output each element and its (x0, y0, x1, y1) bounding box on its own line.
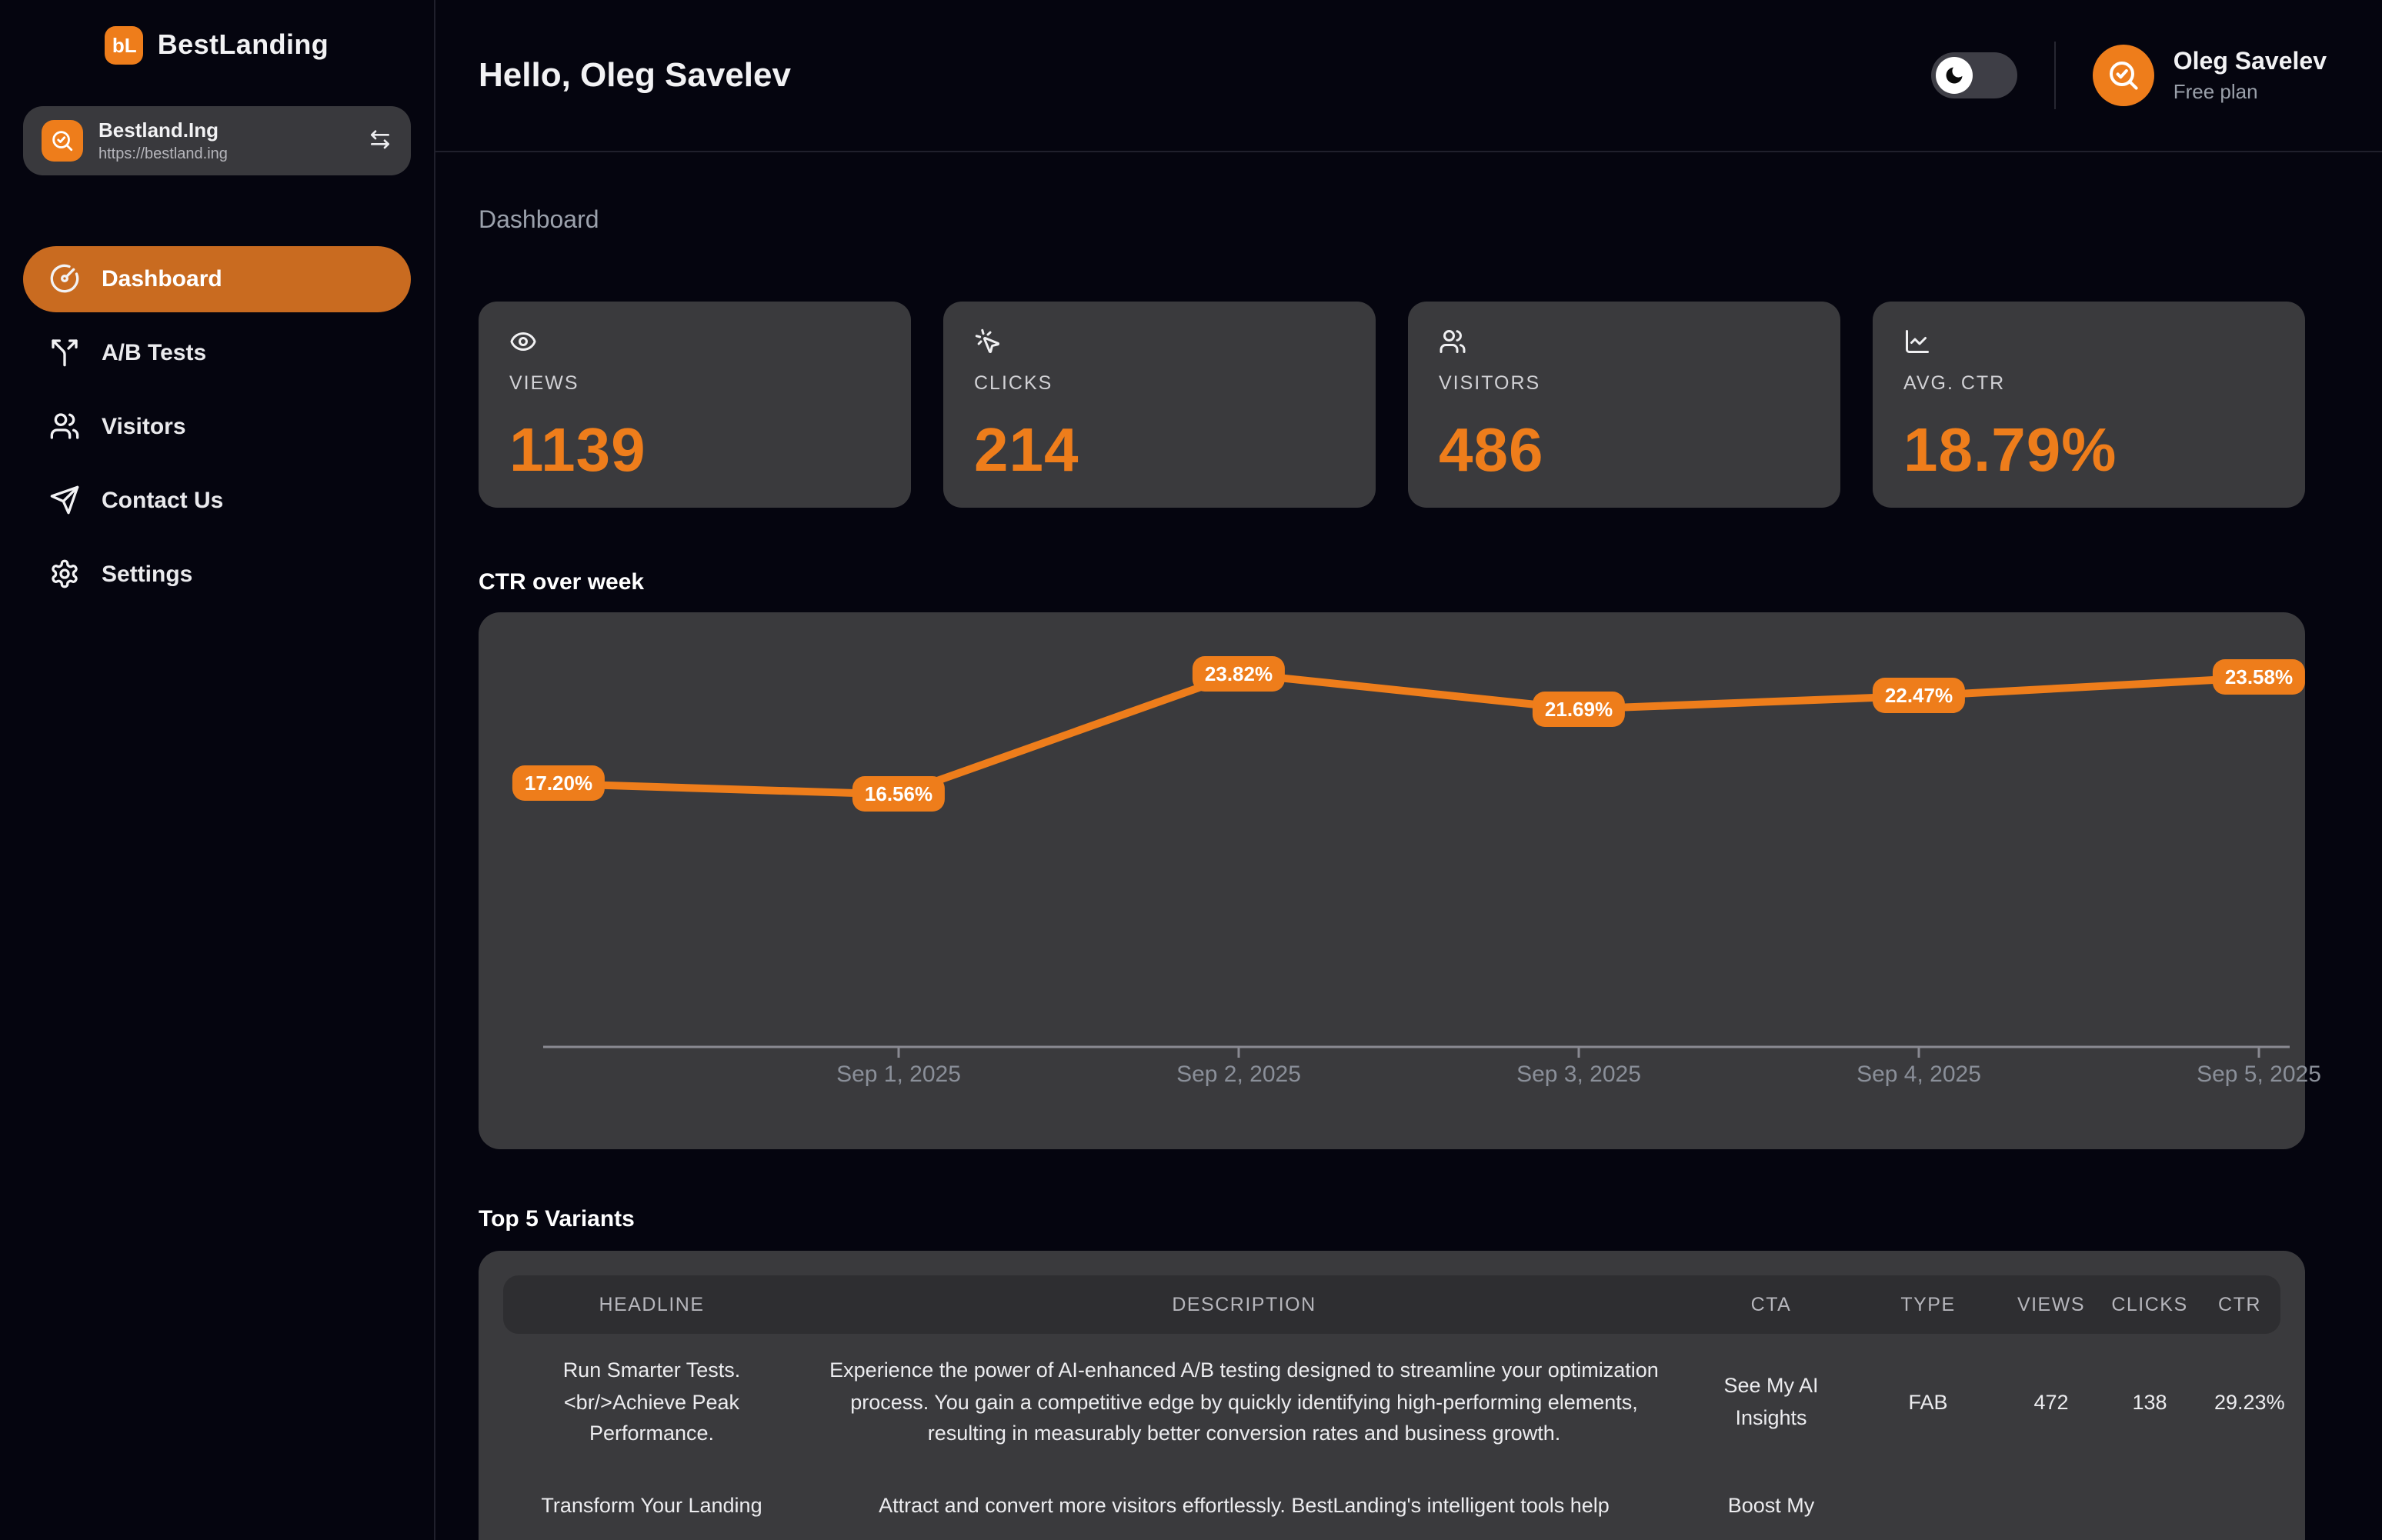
chart-x-tick-label: Sep 4, 2025 (1857, 1062, 1981, 1088)
dark-mode-toggle[interactable] (1931, 52, 2018, 98)
sidebar-item-a-b-tests[interactable]: A/B Tests (23, 319, 411, 385)
column-header-ctr: CTR (2218, 1294, 2261, 1315)
content: Dashboard VIEWS 1139 CLICKS 214 VISITORS 486 A… (435, 152, 2382, 1540)
user-avatar[interactable] (2093, 45, 2155, 106)
cell-headline: Transform Your Landing (541, 1493, 762, 1517)
chart-point-label: 17.20% (512, 765, 606, 802)
cell-ctr: 29.23% (2214, 1390, 2285, 1414)
cell-description: Experience the power of AI-enhanced A/B … (829, 1358, 1659, 1445)
column-header-headline: HEADLINE (599, 1294, 705, 1315)
site-meta: Bestland.Ing https://bestland.ing (98, 118, 228, 162)
stat-value: 1139 (509, 417, 646, 485)
stat-value: 214 (974, 417, 1079, 485)
chart-point-label: 21.69% (1532, 691, 1626, 727)
stats-row: VIEWS 1139 CLICKS 214 VISITORS 486 AVG. CTR 18.… (479, 302, 2305, 508)
page-title: Dashboard (479, 208, 599, 234)
stat-card-views: VIEWS 1139 (479, 302, 911, 508)
cell-clicks: 138 (2132, 1390, 2167, 1414)
cell-headline: Run Smarter Tests. <br/>Achieve Peak Per… (562, 1358, 741, 1445)
moon-icon (1936, 57, 1973, 94)
split-icon (49, 337, 80, 368)
site-selector[interactable]: Bestland.Ing https://bestland.ing (23, 106, 411, 175)
sidebar-item-label: Dashboard (102, 265, 222, 292)
users-icon (49, 411, 80, 442)
chart-x-tick-label: Sep 1, 2025 (836, 1062, 961, 1088)
table-row: Transform Your Landing Attract and conver… (503, 1468, 2280, 1540)
stat-value: 486 (1439, 417, 1544, 485)
sidebar-nav: Dashboard A/B Tests Visitors Contact Us Sett… (23, 245, 411, 607)
ctr-line-chart-svg (543, 669, 2290, 1058)
chart-point-label: 16.56% (852, 776, 946, 812)
sidebar-item-label: Visitors (102, 413, 186, 440)
table-body: Run Smarter Tests. <br/>Achieve Peak Per… (503, 1334, 2285, 1540)
chart-point-label: 22.47% (1872, 678, 1966, 714)
stat-value: 18.79% (1903, 417, 2117, 485)
stat-card-avg-ctr: AVG. CTR 18.79% (1873, 302, 2305, 508)
brand: bL BestLanding (105, 26, 329, 65)
sidebar-item-dashboard[interactable]: Dashboard (23, 245, 411, 312)
cell-cta: See My AI Insights (1723, 1374, 1819, 1429)
stat-label: VIEWS (509, 372, 579, 394)
variants-table: HEADLINE DESCRIPTION CTA TYPE VIEWS CLICKS CTR… (479, 1251, 2305, 1540)
chart-point-label: 23.82% (1192, 655, 1286, 692)
cell-description: Attract and convert more visitors effort… (879, 1493, 1610, 1517)
chart-point-label: 23.58% (2212, 659, 2306, 695)
brand-logo-icon: bL (105, 26, 144, 65)
chart-x-tick-label: Sep 3, 2025 (1516, 1062, 1641, 1088)
stat-card-visitors: VISITORS 486 (1408, 302, 1840, 508)
sidebar-item-contact-us[interactable]: Contact Us (23, 467, 411, 533)
site-url: https://bestland.ing (98, 145, 228, 163)
stat-card-clicks: CLICKS 214 (943, 302, 1376, 508)
table-header-row: HEADLINE DESCRIPTION CTA TYPE VIEWS CLICKS CTR (503, 1275, 2280, 1334)
table-row: Run Smarter Tests. <br/>Achieve Peak Per… (503, 1334, 2285, 1468)
column-header-type: TYPE (1900, 1294, 1956, 1315)
cell-views: 472 (2033, 1390, 2069, 1414)
cell-type: FAB (1908, 1390, 1948, 1414)
eye-icon (509, 328, 880, 355)
cell-cta: Boost My (1727, 1493, 1815, 1517)
swap-site-icon[interactable] (368, 128, 392, 153)
column-header-cta: CTA (1750, 1294, 1792, 1315)
gauge-icon (49, 263, 80, 294)
site-name: Bestland.Ing (98, 118, 219, 142)
settings-icon (49, 558, 80, 589)
stat-label: VISITORS (1439, 372, 1541, 394)
column-header-description: DESCRIPTION (1172, 1294, 1316, 1315)
topbar-divider (2054, 42, 2057, 109)
ctr-chart: 17.20% 16.56% 23.82% 21.69% 22.47% 23.58% Sep … (479, 612, 2321, 1149)
topbar: Hello, Oleg Savelev Oleg Savelev Free pl… (435, 0, 2382, 152)
sidebar-item-label: Contact Us (102, 487, 224, 514)
sidebar-item-label: Settings (102, 561, 193, 588)
sidebar: bL BestLanding Bestland.Ing https://best… (0, 0, 435, 1540)
users-icon (1439, 328, 1810, 355)
user-plan: Free plan (2173, 80, 2258, 104)
sidebar-item-settings[interactable]: Settings (23, 541, 411, 607)
sidebar-item-label: A/B Tests (102, 339, 207, 366)
send-icon (49, 485, 80, 515)
chart-x-tick-label: Sep 2, 2025 (1176, 1062, 1301, 1088)
sidebar-item-visitors[interactable]: Visitors (23, 393, 411, 459)
table-title: Top 5 Variants (479, 1206, 635, 1232)
user-meta: Oleg Savelev Free plan (2173, 48, 2327, 103)
column-header-clicks: CLICKS (2111, 1294, 2188, 1315)
chart-line-icon (1903, 328, 2274, 355)
chart-title: CTR over week (479, 569, 645, 595)
chart-x-tick-label: Sep 5, 2025 (2197, 1062, 2321, 1088)
brand-name: BestLanding (157, 29, 329, 60)
main-area: Hello, Oleg Savelev Oleg Savelev Free pl… (435, 0, 2382, 1540)
stat-label: CLICKS (974, 372, 1053, 394)
cursor-click-icon (974, 328, 1345, 355)
topbar-right: Oleg Savelev Free plan (1931, 42, 2327, 109)
user-name: Oleg Savelev (2173, 48, 2327, 75)
stat-label: AVG. CTR (1903, 372, 2006, 394)
greeting: Hello, Oleg Savelev (479, 55, 791, 94)
column-header-views: VIEWS (2017, 1294, 2086, 1315)
site-icon (42, 119, 83, 162)
